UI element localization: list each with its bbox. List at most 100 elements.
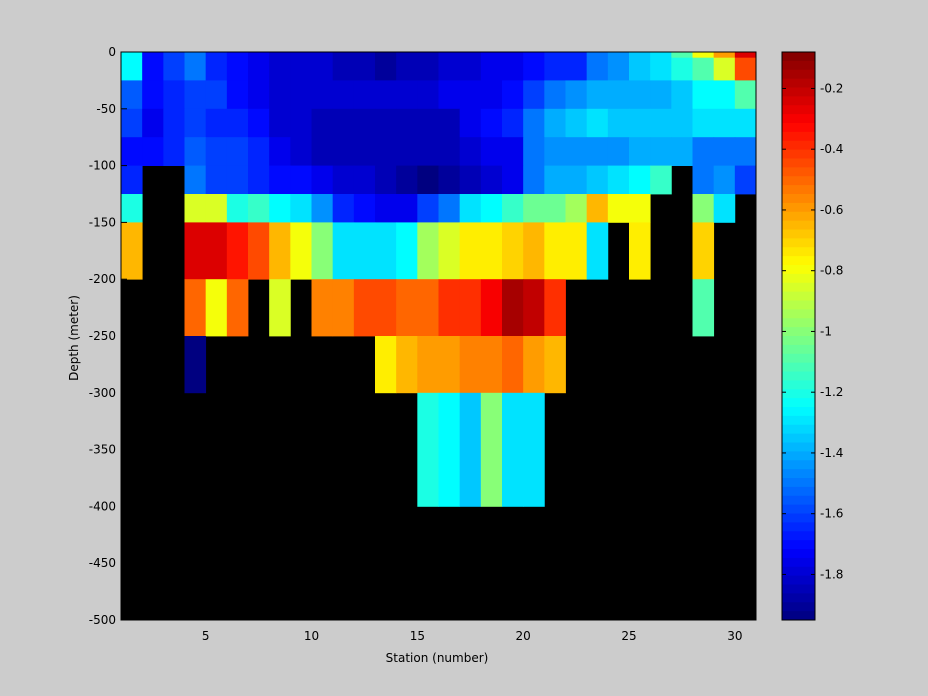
heatmap-cell xyxy=(607,165,630,195)
heatmap-cell xyxy=(205,108,228,138)
heatmap-cell xyxy=(586,222,609,280)
heatmap-cell xyxy=(226,222,249,280)
colorbar-swatch xyxy=(782,96,815,106)
heatmap-cell xyxy=(417,137,439,166)
heatmap-cell xyxy=(459,392,482,507)
heatmap-cell xyxy=(332,57,355,81)
heatmap-cell xyxy=(459,165,482,195)
heatmap-cell xyxy=(248,108,270,138)
colorbar-swatch xyxy=(782,593,815,603)
colorbar-tick-label: -0.8 xyxy=(820,264,843,278)
heatmap-cell xyxy=(353,222,376,280)
heatmap-cell xyxy=(438,137,461,166)
heatmap-cell xyxy=(650,137,672,166)
heatmap-cell xyxy=(523,336,545,394)
colorbar-tick-label: -1.2 xyxy=(820,385,843,399)
heatmap-cell xyxy=(565,108,588,138)
x-tick-label: 5 xyxy=(202,629,210,643)
colorbar-swatch xyxy=(782,273,815,284)
colorbar-swatch xyxy=(782,584,815,594)
heatmap-cell xyxy=(396,194,418,223)
heatmap-cell xyxy=(226,165,249,195)
heatmap-cell xyxy=(502,222,524,280)
heatmap-cell xyxy=(459,336,482,394)
heatmap-cell xyxy=(248,80,270,110)
y-axis-label: Depth (meter) xyxy=(67,295,81,381)
colorbar-swatch xyxy=(782,247,815,257)
heatmap-cell xyxy=(417,80,439,110)
heatmap-cell xyxy=(184,194,207,223)
heatmap-cell xyxy=(184,336,207,394)
heatmap-cell xyxy=(586,108,609,138)
heatmap-cell xyxy=(671,52,693,59)
heatmap-cell xyxy=(586,137,609,166)
heatmap-cell xyxy=(502,336,524,394)
heatmap-cell xyxy=(311,137,334,166)
heatmap-cell xyxy=(692,57,715,81)
heatmap-cell xyxy=(480,222,503,280)
heatmap-cell xyxy=(290,137,312,166)
colorbar-swatch xyxy=(782,318,815,328)
heatmap-cell xyxy=(248,57,270,81)
heatmap-cell xyxy=(226,57,249,81)
heatmap-cell xyxy=(396,165,418,195)
heatmap-cell xyxy=(544,194,566,223)
heatmap-cell xyxy=(565,80,588,110)
heatmap-cell xyxy=(523,57,545,81)
heatmap-cell xyxy=(502,392,524,507)
colorbar-swatch xyxy=(782,300,815,310)
heatmap-cell xyxy=(184,108,207,138)
heatmap-cell xyxy=(353,279,376,337)
colorbar-tick-label: -0.4 xyxy=(820,142,843,156)
heatmap-cell xyxy=(311,80,334,110)
heatmap-cell xyxy=(290,194,312,223)
y-axis: 0 -50 -100 -150 -200 -250 -300 -350 -400 -450 -500 xyxy=(89,45,127,627)
colorbar-swatch xyxy=(782,389,815,399)
y-tick-label: -300 xyxy=(89,386,116,400)
colorbar-swatch xyxy=(782,602,815,612)
heatmap-cell xyxy=(502,52,524,59)
heatmap-cell xyxy=(205,57,228,81)
heatmap-cell xyxy=(544,165,566,195)
heatmap-cell xyxy=(671,108,693,138)
heatmap-cell xyxy=(353,80,376,110)
colorbar-swatch xyxy=(782,176,815,186)
heatmap-cell xyxy=(353,108,376,138)
heatmap-cell xyxy=(480,279,503,337)
heatmap-cell xyxy=(459,194,482,223)
heatmap-cell xyxy=(332,222,355,280)
heatmap-cell xyxy=(142,108,164,138)
colorbar-swatch xyxy=(782,380,815,390)
colorbar-swatch xyxy=(782,433,815,444)
heatmap-cell xyxy=(269,52,291,59)
heatmap-cell xyxy=(396,57,418,81)
heatmap-cell xyxy=(375,194,397,223)
heatmap-cell xyxy=(650,57,672,81)
heatmap-cell xyxy=(375,80,397,110)
heatmap-cell xyxy=(311,52,334,59)
heatmap-cell xyxy=(502,279,524,337)
heatmap-cell xyxy=(565,165,588,195)
heatmap-cell xyxy=(650,108,672,138)
heatmap-cell xyxy=(629,57,651,81)
heatmap-cell xyxy=(734,108,757,138)
heatmap-cell xyxy=(248,194,270,223)
heatmap-cell xyxy=(121,222,143,280)
heatmap-cell xyxy=(607,52,630,59)
heatmap-cell xyxy=(375,52,397,59)
heatmap-cell xyxy=(332,52,355,59)
heatmap-cell xyxy=(205,165,228,195)
heatmap-cell xyxy=(480,80,503,110)
colorbar-swatch xyxy=(782,131,815,142)
heatmap-cell xyxy=(205,222,228,280)
heatmap-cell xyxy=(692,108,715,138)
colorbar-swatch xyxy=(782,123,815,133)
colorbar-swatch xyxy=(782,309,815,319)
heatmap-cell xyxy=(311,222,334,280)
colorbar-swatch xyxy=(782,149,815,160)
heatmap-cell xyxy=(502,57,524,81)
colorbar-swatch xyxy=(782,611,815,621)
colorbar-swatch xyxy=(782,211,815,222)
heatmap-cell xyxy=(459,222,482,280)
colorbar-swatch xyxy=(782,256,815,266)
